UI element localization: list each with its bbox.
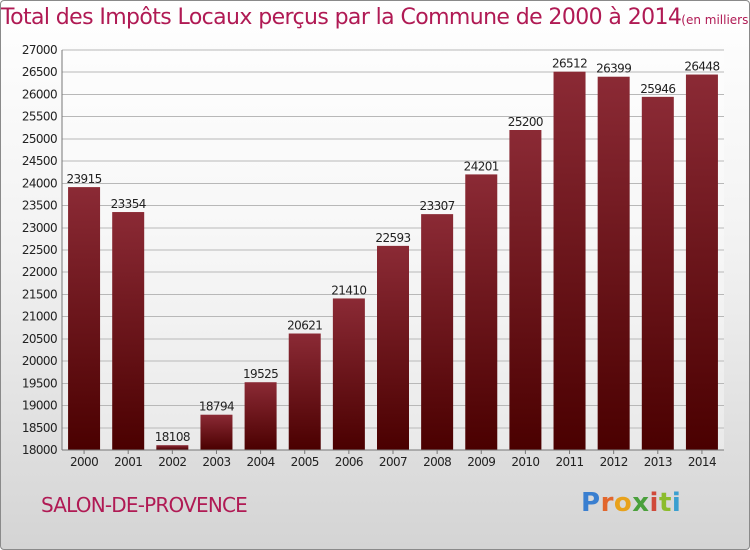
chart-title-text: Total des Impôts Locaux perçus par la Co… (1, 5, 682, 30)
value-label-2012: 26399 (596, 62, 631, 76)
logo-letter: i (649, 488, 659, 518)
y-tick-label: 24000 (22, 176, 57, 190)
value-label-2002: 18108 (155, 430, 190, 444)
value-label-2007: 22593 (375, 231, 410, 245)
data-labels: 23915 23354 18108 18794 19525 20621 21410 22593… (66, 57, 720, 445)
logo-letter: P (581, 488, 601, 518)
y-tick-label: 20000 (22, 354, 57, 368)
bar-2006 (332, 298, 365, 450)
y-tick-label: 25000 (22, 132, 57, 146)
y-tick-label: 20500 (22, 332, 57, 346)
value-label-2011: 26512 (552, 57, 587, 71)
y-tick-label: 22000 (22, 265, 57, 279)
x-tick-label-2002: 2002 (158, 455, 186, 469)
x-tick-label-2004: 2004 (247, 455, 275, 469)
x-tick-label-2001: 2001 (114, 455, 142, 469)
y-tick-label: 21500 (22, 287, 57, 301)
x-tick-label-2010: 2010 (511, 455, 539, 469)
x-tick-label-2005: 2005 (291, 455, 319, 469)
y-tick-label: 21000 (22, 310, 57, 324)
y-tick-label: 23000 (22, 221, 57, 235)
x-tick-label-2008: 2008 (423, 455, 451, 469)
bar-2010 (509, 130, 542, 450)
value-label-2014: 26448 (684, 60, 719, 74)
y-tick-label: 26000 (22, 87, 57, 101)
x-tick-label-2012: 2012 (600, 455, 628, 469)
x-tick-label-2003: 2003 (202, 455, 230, 469)
chart-title: Total des Impôts Locaux perçus par la Co… (1, 5, 749, 30)
value-label-2004: 19525 (243, 367, 278, 381)
commune-name: SALON-DE-PROVENCE (41, 493, 248, 517)
logo-letter: i (671, 488, 682, 518)
y-tick-label: 19000 (22, 399, 57, 413)
x-axis: 2000 2001 2002 2003 2004 2005 2006 2007 2008 2009… (62, 449, 724, 469)
y-tick-label: 26500 (22, 65, 57, 79)
bar-2002 (156, 445, 189, 450)
y-tick-label: 19500 (22, 376, 57, 390)
bar-2007 (377, 245, 409, 450)
value-label-2000: 23915 (66, 172, 101, 186)
value-label-2008: 23307 (420, 199, 455, 213)
y-tick-label: 18500 (22, 421, 57, 435)
x-tick-label-2014: 2014 (688, 455, 716, 469)
x-tick-label-2007: 2007 (379, 455, 407, 469)
bar-2003 (200, 414, 233, 450)
y-tick-label: 23500 (22, 199, 57, 213)
bar-2014 (685, 74, 718, 451)
value-label-2003: 18794 (199, 400, 234, 414)
y-tick-label: 22500 (22, 243, 57, 257)
bar-2001 (112, 212, 145, 450)
bar-2008 (421, 214, 454, 450)
x-tick-label-2000: 2000 (70, 455, 98, 469)
bar-2013 (641, 96, 674, 450)
bar-2009 (465, 174, 498, 450)
logo-letter: x (632, 488, 650, 518)
chart-title-unit: (en milliers d'€) (681, 13, 749, 27)
value-label-2010: 25200 (508, 115, 543, 129)
bar-2000 (68, 187, 101, 450)
x-tick-label-2006: 2006 (335, 455, 363, 469)
logo-letter: o (613, 488, 633, 518)
y-tick-label: 25500 (22, 110, 57, 124)
bar-2011 (553, 71, 586, 450)
x-tick-label-2011: 2011 (555, 455, 583, 469)
logo-letter: t (658, 488, 672, 518)
y-tick-label: 27000 (22, 43, 57, 57)
x-tick-label-2013: 2013 (644, 455, 672, 469)
bars (68, 71, 718, 451)
x-tick-label-2009: 2009 (467, 455, 495, 469)
proxiti-logo[interactable]: Proxiti (581, 488, 681, 518)
y-tick-label: 18000 (22, 443, 57, 457)
bar-2012 (597, 76, 630, 450)
y-axis: 18000 18500 19000 19500 20000 20500 21000 21500… (22, 43, 63, 457)
value-label-2006: 21410 (331, 283, 366, 297)
value-label-2001: 23354 (111, 197, 146, 211)
value-label-2005: 20621 (287, 319, 322, 333)
bar-2005 (288, 333, 321, 450)
value-label-2009: 24201 (464, 159, 499, 173)
logo-letter: r (600, 488, 614, 518)
value-label-2013: 25946 (640, 82, 675, 96)
y-tick-label: 24500 (22, 154, 57, 168)
bar-2004 (244, 382, 277, 450)
